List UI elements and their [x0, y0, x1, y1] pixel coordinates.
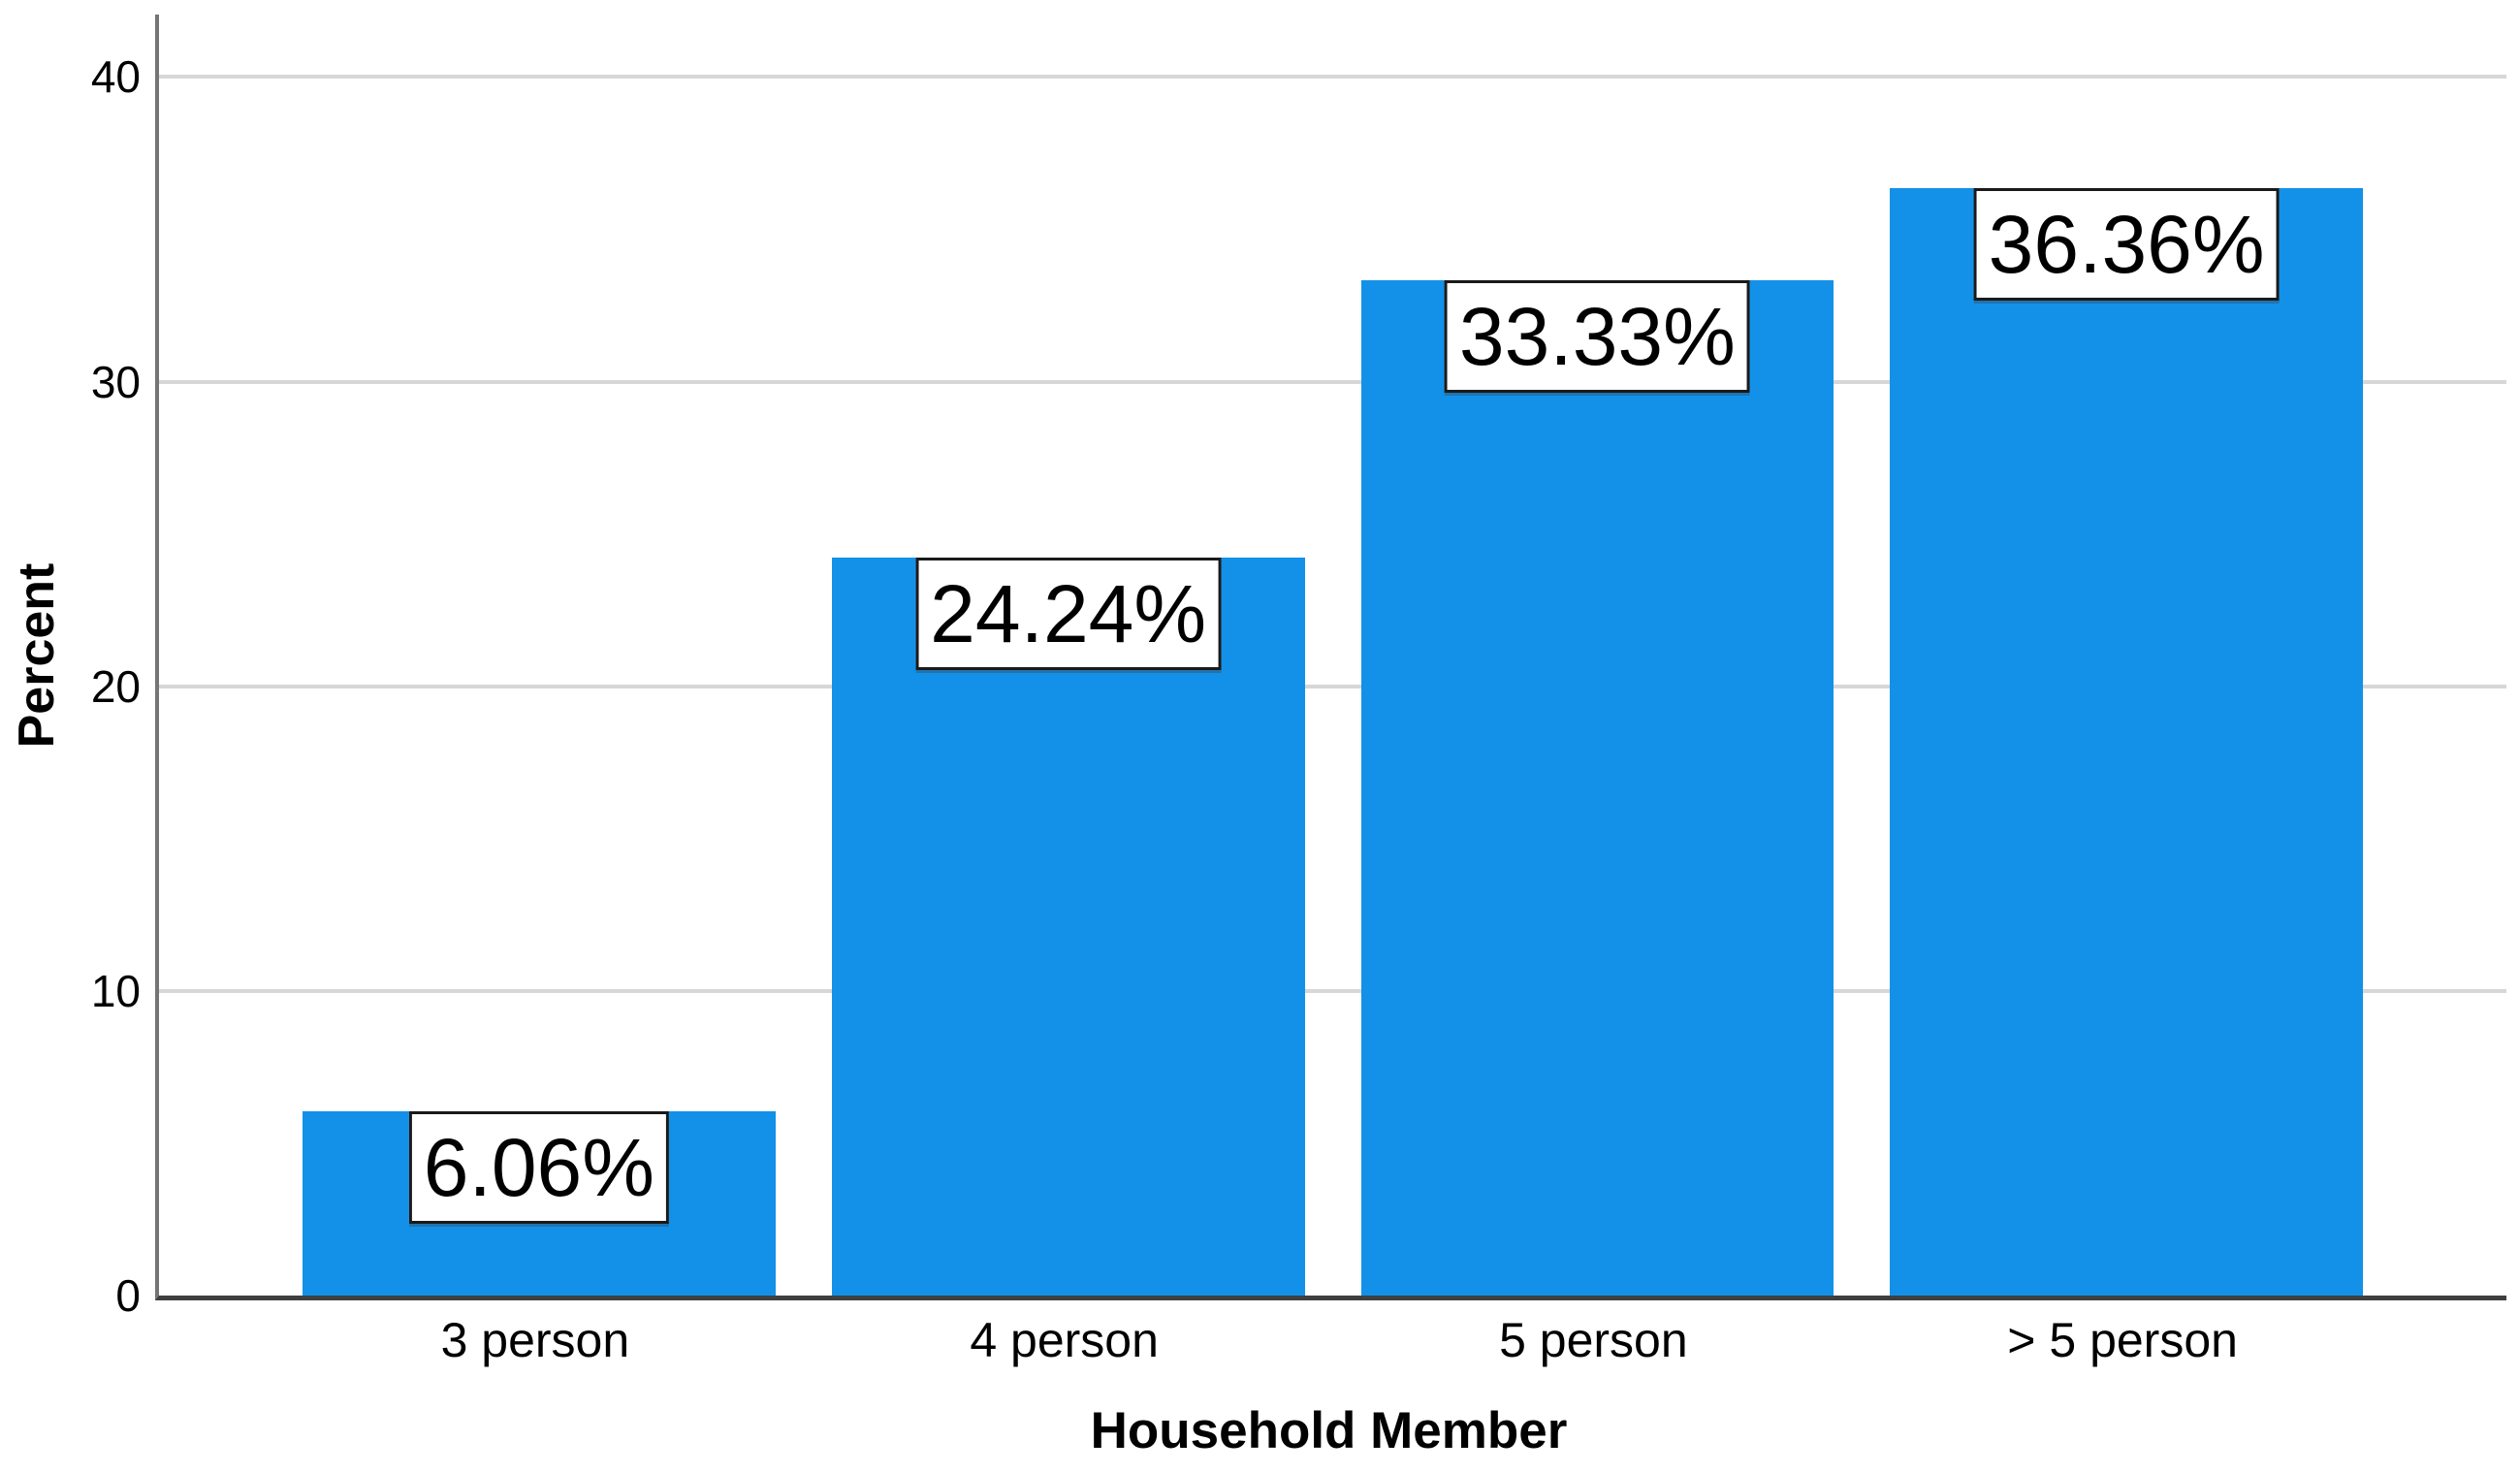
bar-value-label: 24.24%: [915, 557, 1222, 670]
bar: 36.36%: [1890, 187, 2363, 1296]
bar-fill: [1890, 187, 2363, 1296]
y-tick-label: 20: [90, 660, 141, 712]
x-axis-tick-labels: 3 person 4 person 5 person > 5 person: [155, 1311, 2503, 1369]
bar-value-label: 36.36%: [1973, 187, 2280, 301]
gridline: [159, 379, 2506, 384]
plot-area: 6.06% 24.24% 33.33% 36.36%: [155, 15, 2506, 1300]
x-tick-label: 5 person: [1499, 1313, 1688, 1367]
y-axis-tick-labels: 0 10 20 30 40: [0, 15, 141, 1320]
y-tick-label: 30: [90, 356, 141, 407]
bar-value-label: 33.33%: [1444, 279, 1750, 393]
bar-fill: [1360, 279, 1834, 1296]
bar-fill: [831, 557, 1305, 1296]
y-tick-label: 40: [90, 51, 141, 103]
x-tick-label: 4 person: [970, 1313, 1159, 1367]
gridline: [159, 684, 2506, 688]
gridline: [159, 988, 2506, 993]
bar: 6.06%: [303, 1110, 776, 1296]
bars-group: 6.06% 24.24% 33.33% 36.36%: [159, 15, 2506, 1296]
bar-value-label: 6.06%: [408, 1110, 669, 1224]
bar: 33.33%: [1360, 279, 1834, 1296]
x-tick-label: > 5 person: [2007, 1313, 2238, 1367]
bar: 24.24%: [831, 557, 1305, 1296]
y-tick-label: 10: [90, 965, 141, 1016]
x-tick-label: 3 person: [440, 1313, 630, 1367]
gridline: [159, 75, 2506, 80]
x-axis-title: Household Member: [1090, 1402, 1568, 1459]
y-tick-label: 0: [115, 1270, 141, 1321]
